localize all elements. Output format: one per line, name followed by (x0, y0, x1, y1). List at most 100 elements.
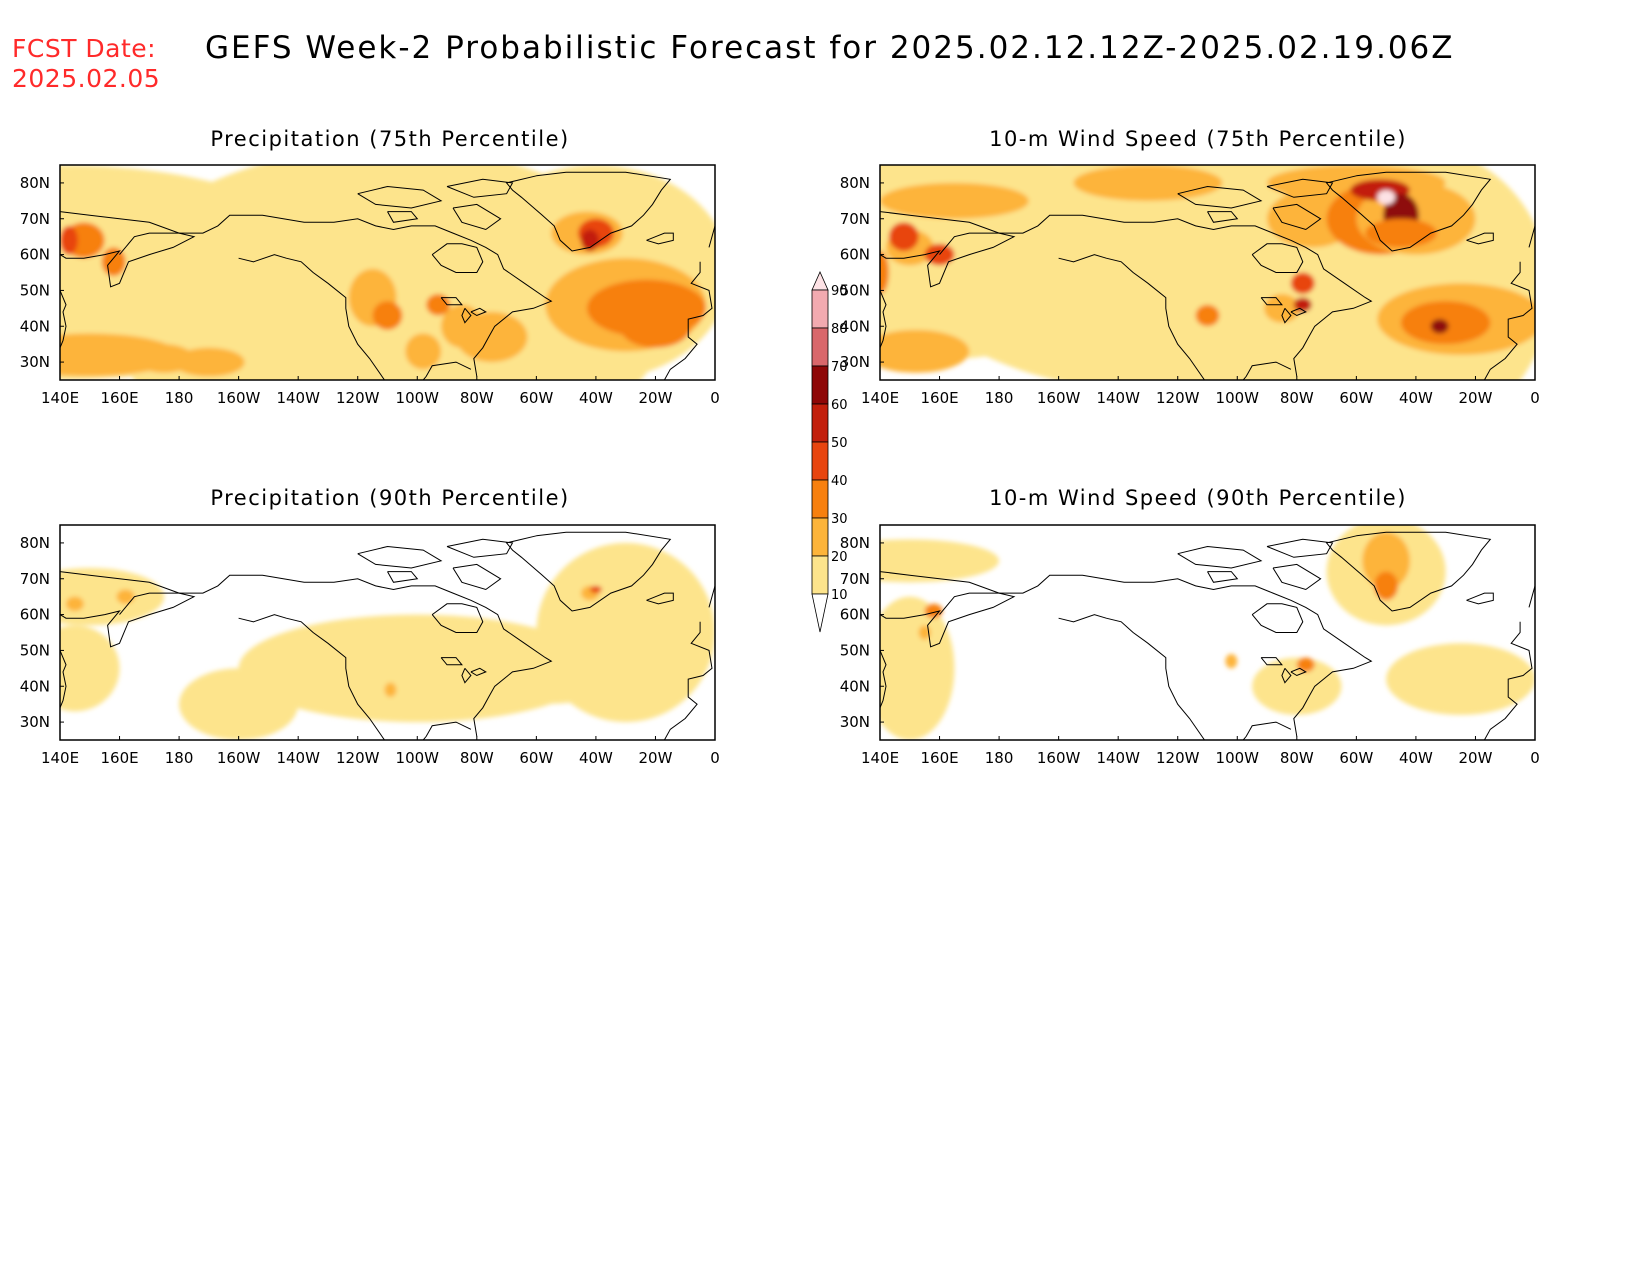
lat-tick-label: 80N (20, 174, 50, 192)
probability-contour (1195, 304, 1220, 327)
lon-tick-label: 140W (1096, 749, 1140, 767)
lat-tick-label: 80N (840, 174, 870, 192)
probability-contour (1377, 190, 1396, 205)
coastline-segment (452, 563, 502, 591)
probability-contour (426, 294, 451, 316)
probability-contour (1374, 571, 1399, 601)
coastline-segment (1207, 211, 1239, 223)
probability-contour (65, 596, 84, 611)
coastline-segment (119, 574, 553, 737)
forecast-date-label: FCST Date: (12, 34, 157, 63)
probability-contour (60, 568, 165, 626)
lon-tick-label: 0 (1530, 749, 1540, 767)
colorbar-tick-label: 10 (831, 588, 848, 603)
lat-tick-label: 40N (20, 317, 50, 335)
coastline-segment (1266, 178, 1334, 198)
coastline-segment (646, 592, 674, 605)
coastline-segment (505, 171, 672, 252)
coastline-segment (1528, 585, 1535, 608)
probability-contour (60, 625, 120, 712)
coastline-segment (880, 211, 1016, 288)
colorbar-tick-label: 80 (831, 322, 848, 337)
lon-tick-label: 40W (1399, 389, 1433, 407)
lon-tick-label: 140E (41, 389, 79, 407)
probability-contour (372, 301, 403, 330)
lat-tick-label: 60N (20, 606, 50, 624)
coastline-segment (387, 571, 419, 583)
lat-tick-label: 70N (20, 210, 50, 228)
colorbar-tick-label: 90 (831, 284, 848, 299)
coastline-segment (461, 307, 472, 324)
coastline (880, 531, 1535, 740)
lat-tick-label: 30N (840, 713, 870, 731)
coastline-segment (1272, 203, 1322, 231)
map-frame (59, 524, 716, 741)
probability-contour (60, 225, 78, 255)
probability-contour (1073, 165, 1223, 201)
lon-tick-label: 160E (100, 749, 138, 767)
coastline-segment (452, 203, 502, 231)
probability-contour (1225, 654, 1238, 669)
map-panel-wind-90: 140E 160E 180 160W 140W 120W 100W 80W 60W 40W 20W 0… (840, 524, 1540, 767)
probability-contour (1293, 297, 1312, 312)
lon-tick-label: 100W (1216, 389, 1260, 407)
lon-tick-label: 60W (1339, 389, 1373, 407)
coastline-segment (708, 225, 715, 248)
lon-tick-label: 20W (638, 749, 672, 767)
colorbar-segment (811, 365, 829, 405)
lat-tick-label: 70N (20, 570, 50, 588)
lon-tick-label: 40W (579, 389, 613, 407)
probability-contour (1430, 319, 1449, 334)
coastline-segment (446, 178, 514, 198)
lon-tick-label: 160W (217, 389, 261, 407)
lat-tick-label: 50N (20, 281, 50, 299)
coastline-segment (357, 545, 443, 569)
lat-tick-label: 40N (840, 317, 870, 335)
lon-tick-label: 180 (985, 389, 1014, 407)
probability-contour (1264, 294, 1300, 323)
lon-tick-label: 140E (861, 749, 899, 767)
coastline-segment (880, 290, 887, 348)
coastline-segment (1281, 307, 1292, 324)
lat-tick-label: 30N (840, 353, 870, 371)
coastline-segment (1242, 361, 1292, 380)
probability-contour (1365, 218, 1437, 248)
lon-tick-label: 120W (336, 749, 380, 767)
colorbar-cap-bottom (811, 593, 829, 633)
colorbar-tick-label: 70 (831, 360, 848, 375)
coastline-segment (1466, 592, 1494, 605)
coastline-segment (663, 261, 713, 380)
lon-tick-label: 180 (165, 749, 194, 767)
colorbar-segment (811, 289, 829, 329)
probability-contour (1296, 657, 1315, 672)
coastline-segment (1242, 721, 1292, 740)
lat-tick-label: 40N (20, 677, 50, 695)
coastline-segment (387, 211, 419, 223)
coastline-segment (60, 211, 196, 288)
coastline-segment (1281, 667, 1292, 684)
lon-tick-label: 80W (460, 749, 494, 767)
coastline-segment (431, 603, 484, 633)
colorbar-segment (811, 327, 829, 367)
probability-contour (1252, 657, 1342, 715)
lat-tick-label: 50N (840, 641, 870, 659)
lat-tick-label: 40N (840, 677, 870, 695)
coastline-segment (1177, 185, 1263, 209)
lon-tick-label: 80W (460, 389, 494, 407)
coastline-segment (446, 538, 514, 558)
lat-tick-label: 80N (20, 534, 50, 552)
lat-tick-label: 80N (840, 534, 870, 552)
map-frame (879, 164, 1536, 381)
coastline-segment (1483, 621, 1533, 740)
coastline (60, 531, 715, 740)
coastline-segment (470, 667, 487, 677)
coastline-segment (646, 232, 674, 245)
precip-90-field (60, 525, 715, 740)
coastline-segment (880, 650, 887, 708)
lon-tick-label: 60W (519, 389, 553, 407)
colorbar-tick-label: 20 (831, 550, 848, 565)
map-panel-wind-75: 140E 160E 180 160W 140W 120W 100W 80W 60W 40W 20W 0… (840, 164, 1540, 407)
probability-contour (924, 603, 943, 619)
lat-tick-label: 70N (840, 210, 870, 228)
coastline-segment (1058, 254, 1205, 380)
